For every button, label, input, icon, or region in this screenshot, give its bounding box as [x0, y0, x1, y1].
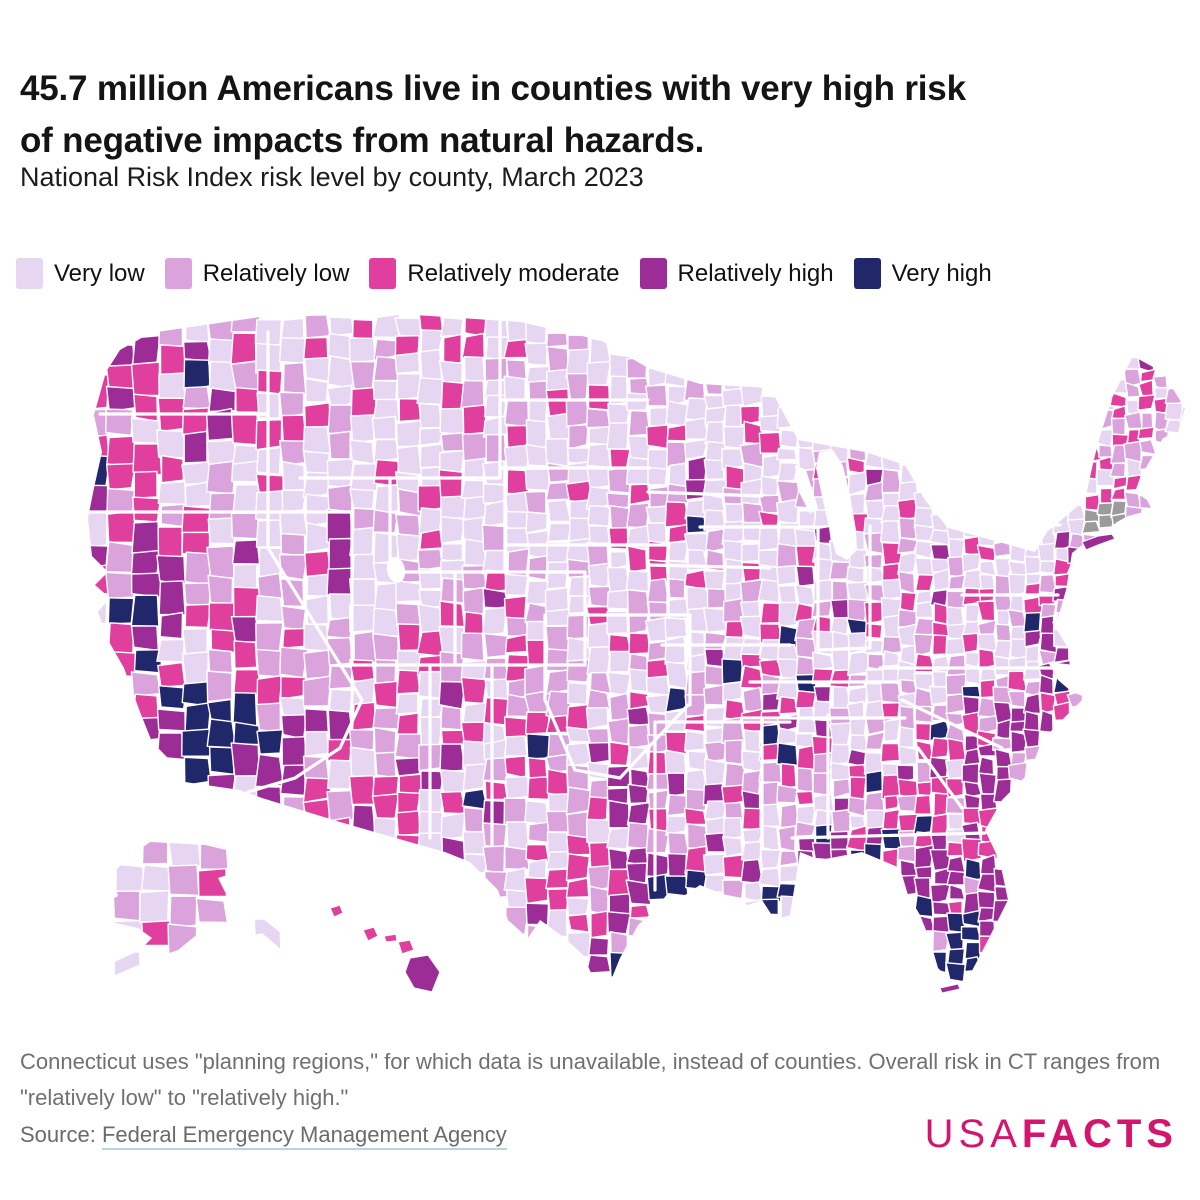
legend-item-relatively-high: Relatively high: [639, 258, 834, 289]
hawaii-island-0: [329, 904, 344, 918]
legend-swatch-relatively-low: [164, 258, 192, 289]
page-title: 45.7 million Americans live in counties …: [20, 63, 1170, 167]
hawaii-island-2: [383, 933, 398, 943]
legend-item-very-low: Very low: [16, 258, 145, 289]
risk-legend: Very low Relatively low Relatively moder…: [16, 258, 992, 289]
legend-item-relatively-moderate: Relatively moderate: [369, 258, 620, 289]
florida-keys: [939, 983, 961, 994]
source-prefix: Source:: [20, 1122, 102, 1147]
legend-label: Relatively high: [677, 259, 834, 287]
logo-facts: FACTS: [1021, 1112, 1178, 1156]
source-line: Source: Federal Emergency Management Age…: [20, 1122, 507, 1150]
hawaii-island-3: [397, 939, 415, 955]
legend-item-very-high: Very high: [853, 258, 992, 289]
footnote: Connecticut uses "planning regions," for…: [20, 1049, 1161, 1110]
legend-swatch-very-low: [16, 258, 43, 289]
hawaii-island-1: [362, 926, 379, 942]
legend-label: Very low: [54, 259, 145, 287]
alaska-counties: [111, 842, 282, 982]
us-county-risk-map: [88, 314, 1185, 994]
legend-swatch-relatively-high: [639, 258, 667, 289]
risk-map-svg: [88, 314, 1185, 994]
long-island: [1081, 533, 1116, 551]
hawaii-island-4: [404, 954, 441, 993]
title-line-1: 45.7 million Americans live in counties …: [20, 69, 966, 109]
legend-item-relatively-low: Relatively low: [164, 258, 350, 289]
legend-swatch-relatively-moderate: [369, 258, 397, 289]
legend-label: Very high: [891, 259, 992, 287]
legend-label: Relatively moderate: [407, 259, 620, 287]
legend-label: Relatively low: [202, 259, 350, 287]
lower48-counties: [88, 314, 1185, 983]
logo-usa: USA: [924, 1112, 1022, 1156]
title-line-2: of negative impacts from natural hazards…: [20, 121, 705, 161]
usafacts-logo: USAFACTS: [925, 1112, 1178, 1157]
source-link[interactable]: Federal Emergency Management Agency: [101, 1122, 507, 1150]
page-subtitle: National Risk Index risk level by county…: [20, 162, 644, 192]
legend-swatch-very-high: [853, 258, 881, 289]
